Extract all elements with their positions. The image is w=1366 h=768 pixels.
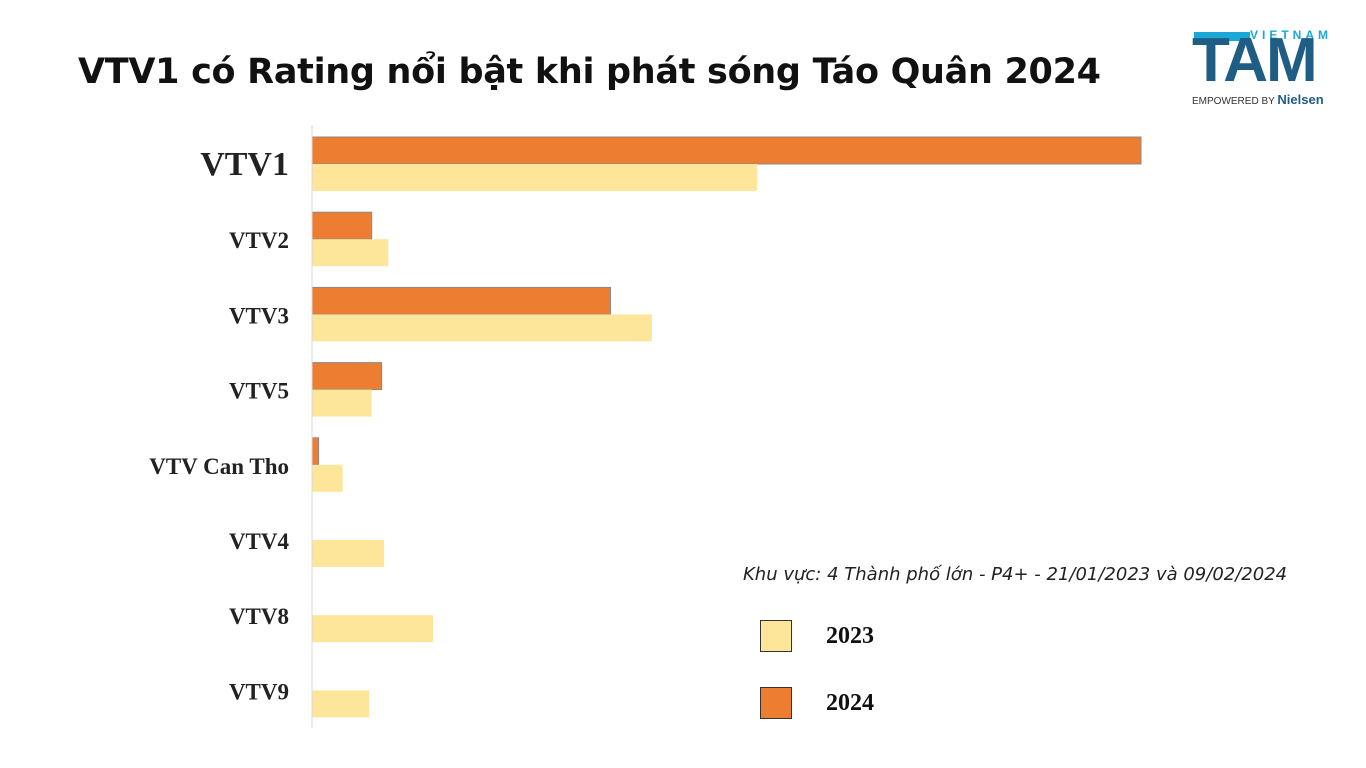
data-source-note: Khu vực: 4 Thành phố lớn - P4+ - 21/01/2… — [743, 564, 1288, 585]
bar-vtv3-2023 — [312, 314, 652, 342]
bar-vtv2-2024 — [311, 211, 373, 240]
bar-vtv1-2023 — [312, 164, 758, 191]
y-tick-label-vtv2: VTV2 — [229, 228, 289, 253]
bar-vtv2-2023 — [312, 239, 389, 267]
y-tick-label-vtv-can-tho: VTV Can Tho — [149, 454, 289, 479]
y-tick-label-vtv5: VTV5 — [229, 379, 289, 404]
bar-vtv1-2024 — [311, 136, 1142, 165]
legend-item-2023: 2023 — [760, 620, 874, 652]
legend-label-2024: 2024 — [826, 689, 874, 716]
bar-vtv5-2023 — [312, 389, 372, 417]
bar-vtv-can-tho-2024 — [311, 437, 320, 466]
bar-vtv4-2023 — [312, 540, 385, 567]
logo-subtitle: EMPOWERED BY Nielsen — [1192, 92, 1324, 107]
bar-vtv5-2024 — [311, 362, 383, 391]
bar-vtv-can-tho-2023 — [312, 464, 343, 492]
bar-vtv9-2023 — [312, 690, 370, 718]
y-tick-label-vtv8: VTV8 — [229, 604, 289, 629]
legend-swatch-2023 — [760, 620, 792, 652]
bar-vtv3-2024 — [311, 286, 611, 315]
bars-group — [311, 136, 1142, 718]
logo-main-text: TAM — [1192, 26, 1318, 95]
logo-accent-bar — [1194, 32, 1250, 41]
logo-brand-text: Nielsen — [1277, 92, 1324, 107]
y-tick-label-vtv9: VTV9 — [229, 679, 289, 704]
y-tick-label-vtv3: VTV3 — [229, 303, 289, 328]
legend-label-2023: 2023 — [826, 622, 874, 649]
bar-vtv8-2023 — [312, 615, 434, 643]
legend-item-2024: 2024 — [760, 687, 874, 719]
logo-sub-text: EMPOWERED BY — [1192, 96, 1275, 107]
y-tick-label-vtv1: VTV1 — [200, 146, 289, 183]
tam-nielsen-logo: VIETNAM TAM EMPOWERED BY Nielsen — [1190, 28, 1350, 110]
page-title: VTV1 có Rating nổi bật khi phát sóng Táo… — [78, 52, 1101, 92]
logo-top-text: VIETNAM — [1250, 28, 1332, 42]
legend-swatch-2024 — [760, 687, 792, 719]
y-tick-label-vtv4: VTV4 — [229, 529, 290, 554]
category-labels-group: VTV1 VTV2 VTV3 VTV5 VTV Can Tho VTV4 VTV8 VTV9 — [149, 146, 289, 704]
